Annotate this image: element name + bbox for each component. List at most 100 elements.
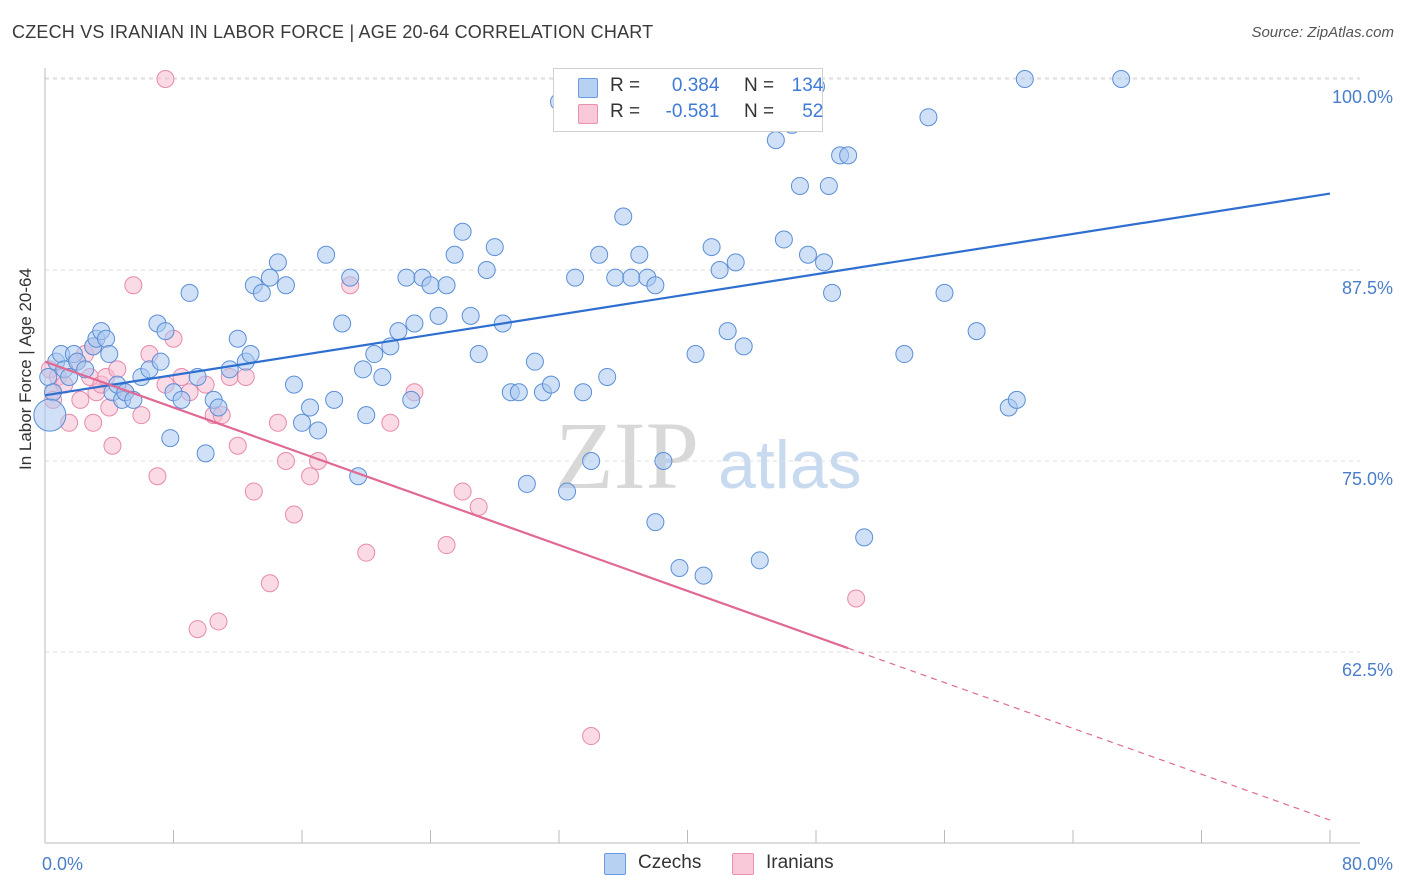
- czechs-point-40: [276, 276, 295, 295]
- czechs-point-0: [39, 367, 58, 386]
- czechs-point-23: [151, 352, 170, 371]
- czechs-point-113: [855, 528, 874, 547]
- iranians-point-49: [156, 70, 175, 88]
- czechs-n-label: N =: [743, 75, 775, 96]
- czechs-point-44: [309, 421, 328, 440]
- czechs-point-62: [437, 276, 456, 295]
- czechs-point-119: [1007, 390, 1026, 409]
- iranians-point-32: [236, 367, 255, 386]
- czechs-point-33: [228, 329, 247, 348]
- czechs-point-24: [161, 429, 180, 448]
- czechs-point-64: [453, 222, 472, 241]
- czechs-point-56: [397, 268, 416, 287]
- czechs-point-85: [622, 268, 641, 287]
- czechs-point-26: [172, 390, 191, 409]
- czechs-point-83: [606, 268, 625, 287]
- czechs-point-97: [710, 261, 729, 279]
- czechs-trend-line: [44, 192, 1331, 397]
- iranians-point-33: [244, 482, 263, 501]
- iranians-point-37: [284, 505, 303, 524]
- iranians-point-45: [453, 482, 472, 501]
- czechs-point-88: [646, 276, 665, 295]
- source-label: Source: ZipAtlas.com: [1251, 24, 1394, 41]
- czechs-point-77: [558, 482, 577, 501]
- iranians-point-34: [260, 574, 279, 593]
- czechs-point-71: [509, 383, 528, 402]
- czechs-point-68: [485, 238, 504, 257]
- czechs-point-46: [325, 390, 344, 409]
- iranians-point-28: [209, 612, 228, 631]
- y-tick-label-0: 62.5%: [1342, 660, 1393, 680]
- iranians-point-44: [437, 536, 456, 555]
- czechs-point-96: [718, 322, 737, 341]
- czechs-point-13: [100, 345, 119, 364]
- czechs-r-label: R =: [610, 75, 641, 96]
- tick-labels: 62.5% 75.0% 87.5% 100.0% 0.0% 80.0%: [42, 87, 1393, 874]
- czechs-point-65: [461, 306, 480, 325]
- iranians-swatch: [578, 104, 598, 124]
- czechs-point-103: [774, 230, 793, 249]
- iranians-point-15: [108, 360, 127, 379]
- watermark-atlas: atlas: [718, 427, 862, 503]
- iranians-n-label: N =: [743, 101, 775, 122]
- czechs-point-66: [469, 345, 488, 364]
- iranians-point-9: [84, 413, 103, 432]
- czechs-point-12: [97, 329, 116, 348]
- czechs-point-43: [301, 398, 320, 417]
- bottom-czechs-label: Czechs: [638, 852, 702, 873]
- czechs-point-52: [365, 345, 384, 364]
- czechs-point-57: [402, 390, 421, 409]
- czechs-point-67: [477, 261, 496, 279]
- iranians-point-38: [301, 467, 320, 486]
- iranians-r-label: R =: [610, 101, 641, 122]
- czechs-point-45: [317, 245, 336, 264]
- czechs-point-48: [341, 268, 360, 287]
- czechs-point-63: [445, 245, 464, 264]
- czechs-point-73: [525, 352, 544, 371]
- axes: [44, 68, 1360, 844]
- iranians-point-42: [381, 413, 400, 432]
- czechs-point-108: [815, 253, 834, 272]
- czechs-point-31: [209, 398, 228, 417]
- czechs-point-51: [357, 406, 376, 425]
- czechs-point-61: [429, 306, 448, 325]
- czechs-point-75: [541, 375, 560, 394]
- czechs-point-41: [284, 375, 303, 394]
- iranians-point-41: [357, 543, 376, 562]
- czechs-point-60: [421, 276, 440, 295]
- czechs-point-22: [156, 322, 175, 341]
- czechs-point-94: [694, 566, 713, 585]
- y-tick-label-2: 87.5%: [1342, 278, 1393, 298]
- iranians-point-35: [268, 413, 287, 432]
- bottom-iranians-swatch: [732, 853, 754, 875]
- iranians-point-18: [132, 406, 151, 425]
- czechs-point-35: [241, 345, 260, 364]
- iranians-n-value: 52: [802, 101, 824, 122]
- czechs-point-102: [766, 131, 785, 150]
- chart-title: CZECH VS IRANIAN IN LABOR FORCE | AGE 20…: [12, 22, 654, 42]
- czechs-n-value: 134: [791, 75, 824, 96]
- y-tick-label-1: 75.0%: [1342, 469, 1393, 489]
- czechs-point-53: [373, 367, 392, 386]
- czechs-point-109: [819, 176, 838, 195]
- bottom-czechs-swatch: [604, 853, 626, 875]
- czechs-point-47: [333, 314, 352, 333]
- czechs-point-79: [574, 383, 593, 402]
- czechs-point-105: [790, 176, 809, 195]
- czechs-point-110: [823, 283, 842, 302]
- czechs-point-121: [1112, 70, 1131, 88]
- czechs-point-38: [260, 268, 279, 287]
- iranians-point-36: [276, 452, 295, 470]
- czechs-point-39: [268, 253, 287, 272]
- czechs-point-80: [582, 452, 601, 470]
- iranians-point-48: [847, 589, 866, 608]
- czechs-point-92: [670, 558, 689, 577]
- czechs-point-106: [798, 245, 817, 264]
- czechs-point-90: [646, 513, 665, 532]
- iranians-trend-line: [44, 360, 849, 650]
- czechs-point-81: [590, 245, 609, 264]
- czechs-point-50: [354, 360, 373, 379]
- czechs-point-93: [686, 345, 705, 364]
- iranians-point-25: [188, 620, 207, 639]
